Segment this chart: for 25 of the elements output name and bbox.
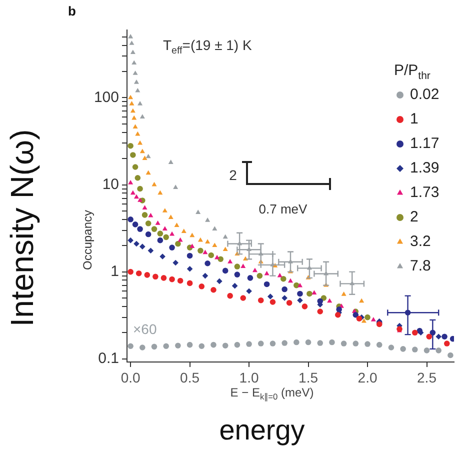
x-tick-label: 2.0: [358, 369, 378, 386]
legend-label: 3.2: [410, 233, 431, 250]
legend-label: 1.73: [410, 184, 440, 202]
y-tick-label: 0.1: [98, 350, 119, 367]
x-tick-label: 0.0: [120, 369, 140, 386]
x-tick-label: 1.5: [298, 369, 318, 386]
x-tick-label: 2.5: [417, 369, 437, 386]
y-tick-label: 100: [94, 88, 119, 106]
legend-label: 1: [410, 110, 418, 128]
y-tick-label: 10: [102, 176, 119, 193]
y-tick-label: 1: [110, 262, 119, 280]
annotation: 2: [229, 166, 238, 183]
y-axis-title: Intensity N(ω): [4, 129, 40, 327]
legend-label: 2: [410, 208, 418, 226]
legend-label: 7.8: [410, 258, 431, 275]
annotation: ×60: [133, 320, 157, 337]
x-tick-label: 0.5: [180, 369, 200, 386]
legend-label: 1.39: [410, 160, 440, 177]
text: b: [68, 4, 76, 19]
text: Occupancy: [80, 210, 94, 270]
annotation: 0.7 meV: [258, 202, 308, 217]
legend-label: 1.17: [410, 135, 440, 152]
text: energy: [219, 414, 305, 446]
legend-label: 0.02: [410, 86, 440, 104]
x-tick-label: 1.0: [239, 369, 259, 386]
